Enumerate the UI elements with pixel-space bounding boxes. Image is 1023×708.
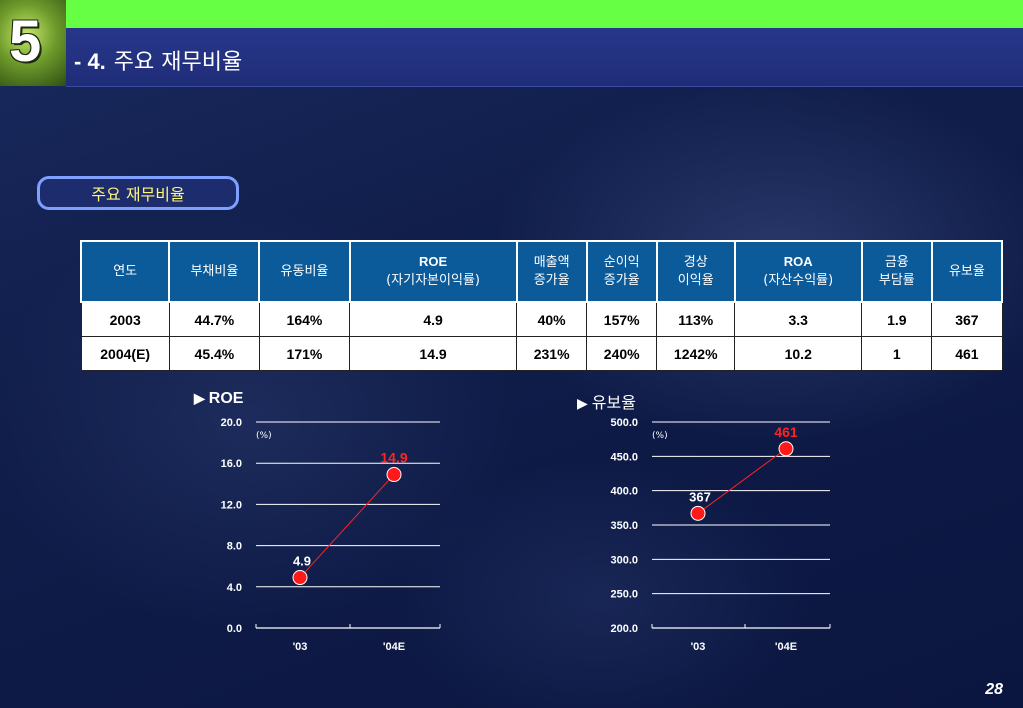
header-debt-ratio: 부채비율	[168, 240, 261, 303]
table-cell: 44.7%	[168, 301, 260, 337]
table-cell: 1	[861, 336, 933, 371]
table-cell: 3.3	[734, 301, 863, 337]
header-roe: ROE (자기자본이익률)	[348, 240, 518, 303]
header-reserve-ratio: 유보율	[930, 240, 1004, 303]
title-bar	[66, 28, 1023, 87]
data-point-marker	[386, 467, 402, 483]
table-cell: 2003	[80, 301, 170, 337]
y-tick-label: 300.0	[610, 554, 638, 566]
y-tick-label: 450.0	[610, 451, 638, 463]
y-tick-label: 4.0	[227, 582, 242, 594]
table-cell: 231%	[516, 336, 588, 371]
x-tick-label: '03	[691, 641, 706, 653]
table-cell: 1242%	[656, 336, 736, 371]
section-number: 5	[9, 9, 42, 74]
table-row: 2004(E) 45.4% 171% 14.9 231% 240% 1242% …	[80, 336, 1003, 371]
table-cell: 171%	[258, 336, 351, 371]
y-tick-label: 20.0	[221, 417, 242, 429]
section-pill-label: 주요 재무비율	[37, 176, 239, 210]
top-accent-bar	[66, 0, 1023, 28]
y-tick-label: 350.0	[610, 520, 638, 532]
table-row: 2003 44.7% 164% 4.9 40% 157% 113% 3.3 1.…	[80, 301, 1003, 337]
y-tick-label: 16.0	[221, 458, 242, 470]
title-text: 주요 재무비율	[113, 50, 243, 75]
series-line	[299, 474, 395, 578]
table-header-row: 연도 부채비율 유동비율 ROE (자기자본이익률) 매출액 증가율 순이익 증가율 …	[79, 240, 1004, 303]
header-current-ratio: 유동비율	[258, 240, 351, 303]
financial-ratio-table: 연도 부채비율 유동비율 ROE (자기자본이익률) 매출액 증가율 순이익 증가율 …	[79, 240, 1004, 371]
header-sales-growth: 매출액 증가율	[515, 240, 588, 303]
series-line	[697, 448, 787, 514]
table-cell: 45.4%	[168, 336, 260, 371]
unit-label: (%)	[256, 431, 272, 441]
x-tick-label: '04E	[775, 641, 797, 653]
data-label: 367	[689, 489, 711, 504]
header-ordinary-profit-rate: 경상 이익율	[655, 240, 736, 303]
data-label: 461	[774, 424, 798, 440]
y-tick-label: 12.0	[221, 499, 242, 511]
data-label: 14.9	[380, 450, 407, 466]
table-cell: 240%	[586, 336, 658, 371]
page-number: 28	[985, 681, 1003, 698]
y-tick-label: 250.0	[610, 589, 638, 601]
page-title: - 4. 주요 재무비율	[74, 44, 242, 76]
table-cell: 157%	[586, 301, 658, 337]
y-tick-label: 8.0	[227, 541, 242, 553]
table-cell: 4.9	[348, 301, 518, 337]
y-tick-label: 0.0	[227, 623, 242, 635]
data-label: 4.9	[293, 554, 311, 569]
unit-label: (%)	[652, 431, 668, 441]
data-point-marker	[778, 441, 794, 457]
table-cell: 10.2	[734, 336, 863, 371]
table-cell: 1.9	[861, 301, 933, 337]
y-tick-label: 200.0	[610, 623, 638, 635]
table-cell: 367	[931, 301, 1003, 337]
data-point-marker	[690, 505, 706, 521]
title-prefix: - 4.	[74, 49, 106, 74]
header-year: 연도	[79, 240, 171, 303]
x-tick-label: '03	[293, 641, 308, 653]
header-roa: ROA (자산수익률)	[733, 240, 863, 303]
table-cell: 113%	[656, 301, 736, 337]
table-cell: 2004(E)	[80, 336, 170, 371]
x-tick-label: '04E	[383, 641, 405, 653]
section-badge: 5	[0, 0, 66, 86]
table-cell: 461	[931, 336, 1003, 371]
triangle-bullet-icon: ▶	[577, 396, 588, 412]
table-cell: 164%	[258, 301, 351, 337]
data-point-marker	[292, 570, 308, 586]
y-tick-label: 500.0	[610, 417, 638, 429]
table-cell: 40%	[516, 301, 588, 337]
triangle-bullet-icon: ▶	[194, 390, 205, 406]
header-financial-burden: 금융 부담률	[860, 240, 933, 303]
y-tick-label: 400.0	[610, 486, 638, 498]
roe-chart-title: ▶ ROE	[194, 390, 244, 407]
reserve-chart-title: ▶ 유보율	[577, 393, 636, 412]
header-net-income-growth: 순이익 증가율	[585, 240, 658, 303]
